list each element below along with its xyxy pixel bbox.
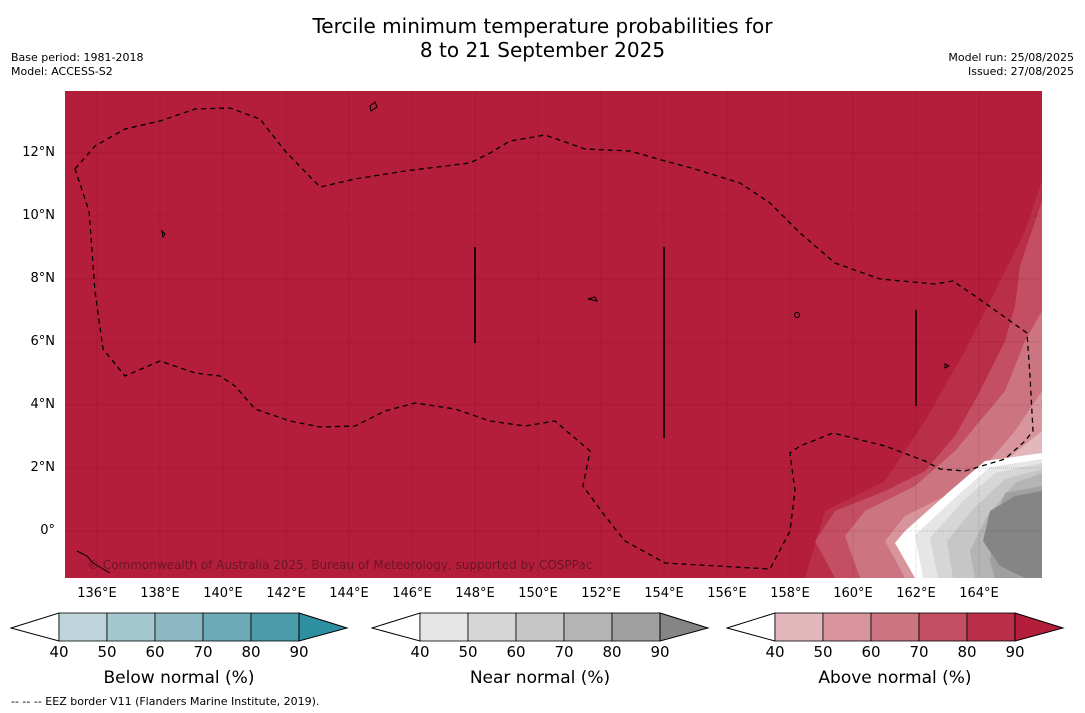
lon-label: 142°E [266, 586, 306, 601]
islands [76, 101, 951, 574]
near-normal-title: Near normal (%) [469, 668, 611, 688]
above-bin [774, 612, 824, 642]
above-bin [870, 612, 920, 642]
near-tick: 60 [506, 643, 526, 661]
lon-label: 140°E [203, 586, 243, 601]
lat-label: 0° [40, 523, 55, 538]
above-tick: 80 [957, 643, 977, 661]
lon-label: 152°E [581, 586, 621, 601]
near-extend-high [659, 612, 710, 642]
near-tick: 70 [554, 643, 574, 661]
map-panel: © Commonwealth of Australia 2025, Bureau… [65, 91, 1042, 578]
below-bin [154, 612, 204, 642]
graticule [65, 91, 1042, 578]
near-90-region [983, 491, 1042, 578]
lon-label: 160°E [833, 586, 873, 601]
above-bin [918, 612, 968, 642]
below-bin [202, 612, 252, 642]
base-period: Base period: 1981-2018 [11, 51, 144, 64]
below-tick: 40 [49, 643, 69, 661]
lon-label: 138°E [140, 586, 180, 601]
above-extend-high [1014, 612, 1065, 642]
title-line-2: 8 to 21 September 2025 [419, 38, 666, 62]
above-bin [822, 612, 872, 642]
below-tick: 70 [193, 643, 213, 661]
above-normal-colorbar [726, 612, 1065, 642]
above-tick: 40 [765, 643, 785, 661]
below-normal-colorbar [10, 612, 349, 642]
lat-label: 8°N [30, 271, 56, 286]
below-tick: 50 [97, 643, 117, 661]
near-tick: 50 [458, 643, 478, 661]
near-bin [515, 612, 565, 642]
lon-label: 150°E [518, 586, 558, 601]
below-tick: 80 [241, 643, 261, 661]
above-tick: 70 [909, 643, 929, 661]
below-bin [250, 612, 300, 642]
below-bin [106, 612, 156, 642]
above-tick: 90 [1005, 643, 1025, 661]
above-bin [966, 612, 1016, 642]
lon-label: 164°E [959, 586, 999, 601]
near-tick: 80 [602, 643, 622, 661]
near-bin [467, 612, 517, 642]
near-tick: 40 [410, 643, 430, 661]
lon-label: 144°E [329, 586, 369, 601]
meta-right: Model run: 25/08/2025 Issued: 27/08/2025 [948, 51, 1074, 79]
copyright-text: © Commonwealth of Australia 2025, Bureau… [87, 558, 592, 572]
eez-footnote: -- -- -- EEZ border V11 (Flanders Marine… [11, 695, 320, 708]
lon-label: 146°E [392, 586, 432, 601]
lon-label: 148°E [455, 586, 495, 601]
above-extend-low [726, 612, 776, 642]
lat-label: 2°N [30, 460, 56, 475]
above-normal-title: Above normal (%) [818, 668, 972, 688]
model-run: Model run: 25/08/2025 [948, 51, 1074, 64]
lat-label: 10°N [22, 208, 55, 223]
lat-label: 12°N [22, 145, 55, 160]
near-bin [563, 612, 613, 642]
below-tick: 60 [145, 643, 165, 661]
lon-label: 156°E [707, 586, 747, 601]
above-tick: 50 [813, 643, 833, 661]
below-bin [58, 612, 108, 642]
meta-left: Base period: 1981-2018 Model: ACCESS-S2 [11, 51, 143, 79]
lat-label: 4°N [30, 397, 56, 412]
near-bin [611, 612, 661, 642]
lon-label: 158°E [770, 586, 810, 601]
below-normal-title: Below normal (%) [103, 668, 255, 688]
below-extend-high [298, 612, 349, 642]
near-extend-low [371, 612, 421, 642]
lon-label: 162°E [896, 586, 936, 601]
issued-date: Issued: 27/08/2025 [967, 65, 1074, 78]
above-tick: 60 [861, 643, 881, 661]
lat-label: 6°N [30, 334, 56, 349]
near-tick: 90 [650, 643, 670, 661]
model-name: Model: ACCESS-S2 [11, 65, 113, 78]
near-bin [419, 612, 469, 642]
lon-label: 136°E [77, 586, 117, 601]
title-line-1: Tercile minimum temperature probabilitie… [312, 14, 773, 38]
below-extend-low [10, 612, 60, 642]
eez-border [74, 107, 1034, 570]
near-normal-colorbar [371, 612, 710, 642]
below-tick: 90 [289, 643, 309, 661]
lon-label: 154°E [644, 586, 684, 601]
